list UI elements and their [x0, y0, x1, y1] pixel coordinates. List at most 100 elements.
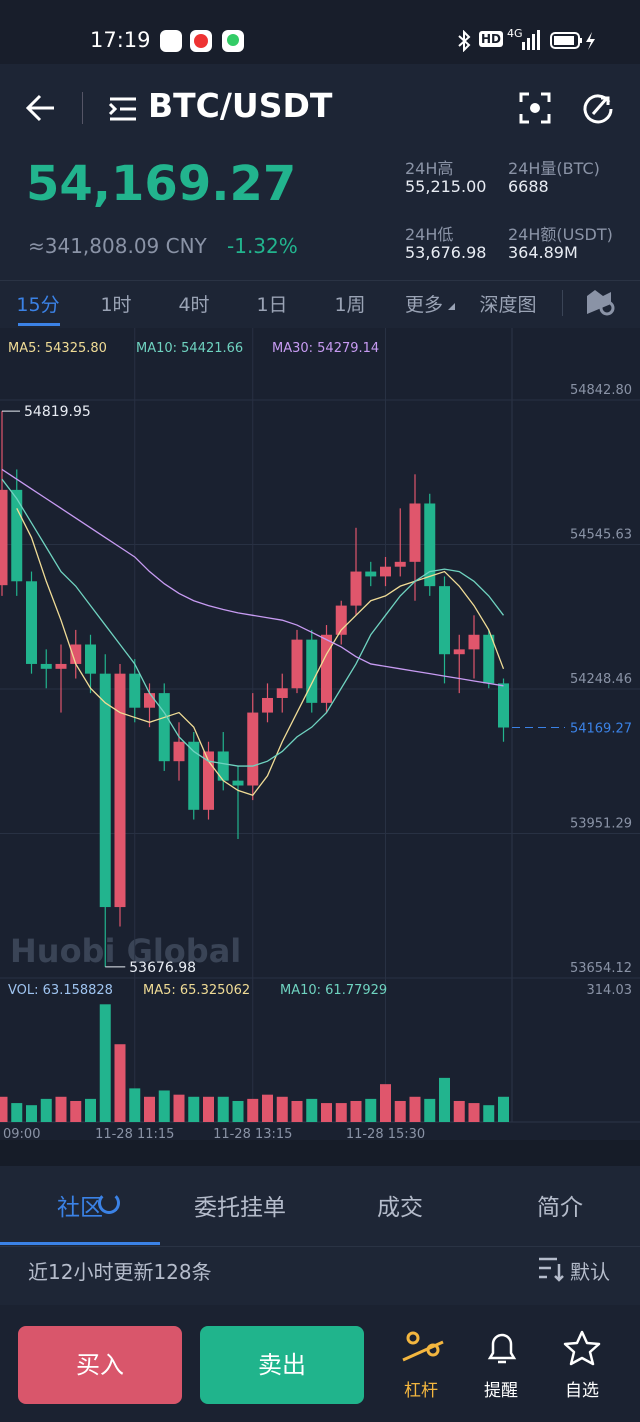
icon-label[interactable]: 提醒: [484, 1381, 518, 1401]
interval-tab[interactable]: 1周: [334, 294, 366, 316]
volume-bar: [483, 1105, 495, 1122]
bluetooth-icon: [458, 30, 471, 52]
candle-body: [26, 581, 37, 664]
y-tick-label: 53951.29: [570, 817, 632, 832]
candle-body: [439, 586, 450, 655]
candle-body: [394, 561, 406, 567]
last-price-label: 54169.27: [570, 722, 632, 737]
volume-bar: [498, 1096, 509, 1122]
community-tab[interactable]: 简介: [537, 1195, 583, 1221]
volume-bar: [114, 1044, 126, 1122]
volume-bar: [365, 1098, 377, 1122]
volume-label: MA5: 65.325062: [143, 983, 250, 998]
community-tab[interactable]: 社区: [57, 1195, 103, 1221]
hd-badge: HD: [479, 31, 504, 47]
volume-bar: [99, 1004, 111, 1122]
sort-label[interactable]: 默认: [570, 1260, 610, 1284]
interval-tab[interactable]: 深度图: [479, 294, 537, 316]
high-marker-label: 54819.95: [24, 404, 91, 420]
candle-body: [188, 741, 200, 810]
volume-bar: [188, 1096, 200, 1122]
favorite-icon[interactable]: [563, 1330, 601, 1366]
volume-bar: [350, 1100, 362, 1122]
candle-body: [483, 634, 495, 684]
candle-body: [350, 571, 362, 606]
stat-value: 364.89M: [508, 243, 578, 262]
moving-average-line: [1, 468, 504, 687]
interval-tab[interactable]: 15分: [16, 294, 60, 316]
candle-body: [129, 673, 141, 708]
candle-body: [291, 639, 303, 689]
interval-tabs: 15分 1时 4时 1日 1周 更多 深度图: [0, 280, 640, 329]
menu-icon[interactable]: [108, 96, 138, 122]
divider: [82, 92, 83, 124]
interval-tab[interactable]: 更多: [404, 294, 444, 316]
leverage-icon[interactable]: [401, 1330, 445, 1364]
volume-bar: [335, 1103, 347, 1122]
x-tick-label: 11-28 11:15: [95, 1127, 174, 1140]
watermark: Huobi Global: [10, 932, 241, 970]
icon-label[interactable]: 杠杆: [404, 1381, 438, 1401]
alert-icon[interactable]: [485, 1330, 519, 1368]
volume-bar: [11, 1103, 23, 1122]
stat-value: 55,215.00: [405, 177, 487, 196]
volume-bar: [203, 1096, 214, 1122]
volume-bar: [321, 1103, 332, 1122]
icon-label[interactable]: 自选: [565, 1381, 599, 1401]
candle-body: [321, 634, 332, 703]
cny-price: ≈341,808.09 CNY: [28, 234, 207, 258]
candle-body: [498, 683, 509, 728]
last-price: 54,169.27: [26, 156, 297, 212]
volume-bar: [262, 1094, 273, 1122]
community-tab[interactable]: 委托挂单: [194, 1195, 286, 1221]
candle-body: [365, 571, 377, 577]
back-button[interactable]: [24, 92, 58, 124]
volume-bar: [291, 1100, 303, 1122]
interval-tab[interactable]: 1时: [100, 294, 132, 316]
volume-bar: [26, 1105, 37, 1122]
pair-title[interactable]: BTC/USDT: [148, 86, 333, 125]
candle-body: [203, 751, 214, 810]
candle-body: [306, 639, 318, 703]
chart-settings-icon[interactable]: [585, 288, 617, 316]
volume-bar: [232, 1100, 244, 1122]
volume-bar: [409, 1096, 421, 1122]
active-underline: [18, 323, 60, 326]
active-underline: [0, 1242, 160, 1245]
dropdown-caret: [448, 303, 455, 310]
sort-icon[interactable]: [537, 1256, 565, 1282]
community-tab[interactable]: 成交: [377, 1195, 423, 1221]
candle-body: [114, 673, 126, 908]
ma-label: MA30: 54279.14: [272, 341, 379, 356]
screenshot-icon[interactable]: [519, 92, 551, 124]
ma-label: MA5: 54325.80: [8, 341, 107, 356]
volume-bar: [380, 1084, 391, 1122]
sell-button[interactable]: 卖出: [200, 1326, 364, 1404]
stat-label: 24H低: [405, 225, 454, 244]
interval-tab[interactable]: 1日: [256, 294, 288, 316]
volume-bar: [55, 1096, 67, 1122]
share-icon[interactable]: [581, 92, 615, 126]
candle-body: [262, 697, 273, 713]
volume-bar: [129, 1088, 141, 1122]
volume-bar: [158, 1090, 170, 1122]
candle-body: [276, 688, 288, 698]
x-tick-label: 11-28 15:30: [346, 1127, 425, 1140]
interval-tab[interactable]: 4时: [178, 294, 210, 316]
y-tick-label: 54545.63: [570, 528, 632, 543]
low-marker-label: 53676.98: [129, 960, 196, 976]
volume-bar: [0, 1096, 8, 1122]
status-bar: [0, 0, 640, 64]
divider: [562, 290, 563, 316]
moving-average-line: [16, 508, 505, 796]
candle-body: [335, 605, 347, 635]
volume-bar: [306, 1098, 318, 1122]
volume-bar: [144, 1096, 155, 1122]
volume-tick-label: 314.03: [587, 983, 633, 998]
candle-body: [55, 663, 67, 669]
status-app-icons: [160, 30, 244, 52]
buy-button[interactable]: 买入: [18, 1326, 182, 1404]
y-tick-label: 53654.12: [570, 961, 632, 976]
network-label: 4G: [507, 27, 523, 40]
update-note: 近12小时更新128条: [28, 1260, 212, 1284]
